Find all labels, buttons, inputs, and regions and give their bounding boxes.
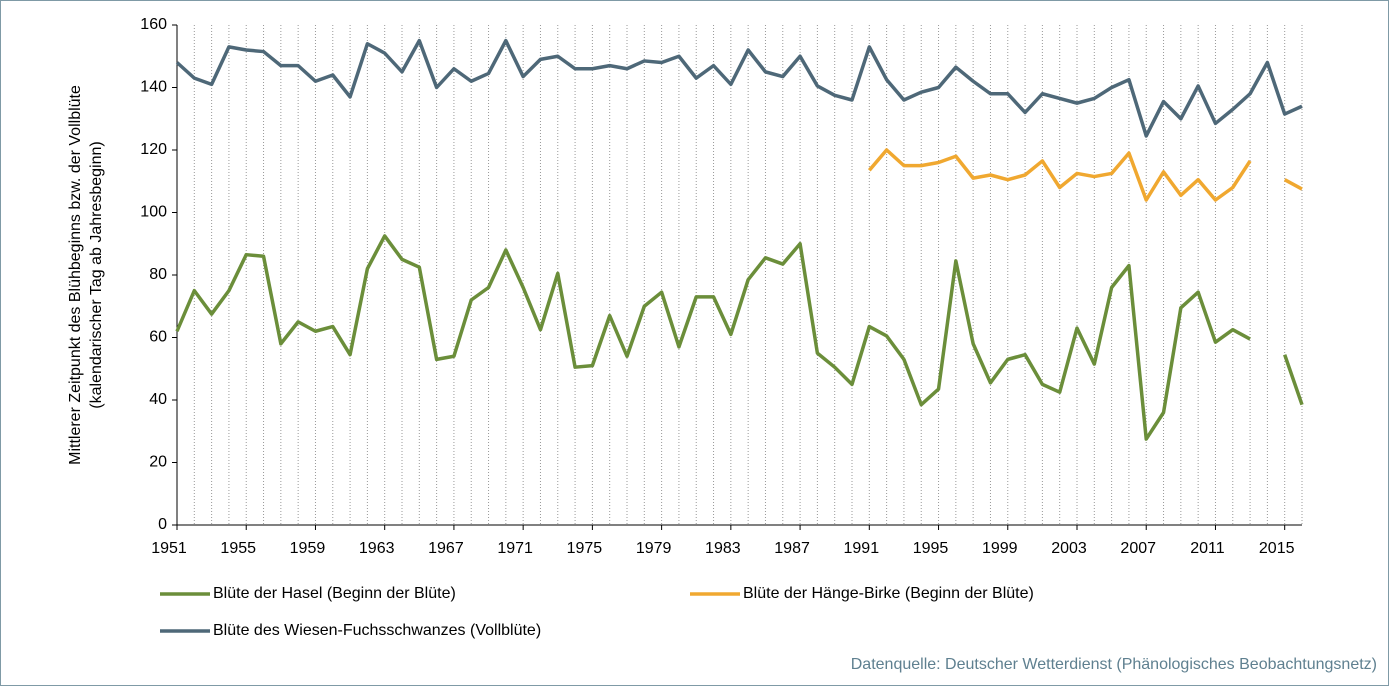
y-tick-label: 20 bbox=[149, 454, 167, 471]
x-tick-label: 1987 bbox=[774, 540, 810, 557]
x-tick-label: 1979 bbox=[636, 540, 672, 557]
source-note: Datenquelle: Deutscher Wetterdienst (Phä… bbox=[851, 656, 1377, 673]
x-tick-label: 2007 bbox=[1120, 540, 1156, 557]
x-tick-label: 1971 bbox=[497, 540, 533, 557]
series-line bbox=[867, 148, 1303, 202]
x-tick-label: 1963 bbox=[359, 540, 395, 557]
y-tick-label: 140 bbox=[140, 79, 167, 96]
x-tick-label: 2011 bbox=[1190, 540, 1225, 557]
y-tick-label: 120 bbox=[140, 141, 167, 158]
x-tick-label: 1951 bbox=[151, 540, 187, 557]
y-axis-label: Mittlerer Zeitpunkt des Blühbeginns bzw.… bbox=[67, 85, 84, 465]
x-tick-label: 1959 bbox=[290, 540, 326, 557]
y-tick-label: 80 bbox=[149, 266, 167, 283]
legend-label: Blüte der Hänge-Birke (Beginn der Blüte) bbox=[743, 585, 1034, 602]
legend-label: Blüte des Wiesen-Fuchsschwanzes (Vollblü… bbox=[213, 622, 541, 639]
x-tick-label: 1999 bbox=[982, 540, 1018, 557]
series-line bbox=[175, 38, 1303, 138]
x-tick-label: 2003 bbox=[1051, 540, 1087, 557]
x-tick-label: 2015 bbox=[1259, 540, 1295, 557]
y-tick-label: 0 bbox=[158, 516, 167, 533]
x-tick-label: 1967 bbox=[428, 540, 464, 557]
legend-label: Blüte der Hasel (Beginn der Blüte) bbox=[213, 585, 456, 602]
x-tick-label: 1991 bbox=[844, 540, 880, 557]
x-tick-label: 1955 bbox=[220, 540, 256, 557]
y-tick-label: 40 bbox=[149, 391, 167, 408]
y-axis-label: (kalendarischer Tag ab Jahresbeginn) bbox=[88, 141, 105, 408]
x-tick-label: 1983 bbox=[705, 540, 741, 557]
x-tick-label: 1975 bbox=[567, 540, 603, 557]
y-tick-label: 60 bbox=[149, 329, 167, 346]
x-tick-label: 1995 bbox=[913, 540, 949, 557]
y-tick-label: 160 bbox=[140, 16, 167, 33]
y-tick-label: 100 bbox=[140, 204, 167, 221]
series-line bbox=[175, 234, 1304, 441]
